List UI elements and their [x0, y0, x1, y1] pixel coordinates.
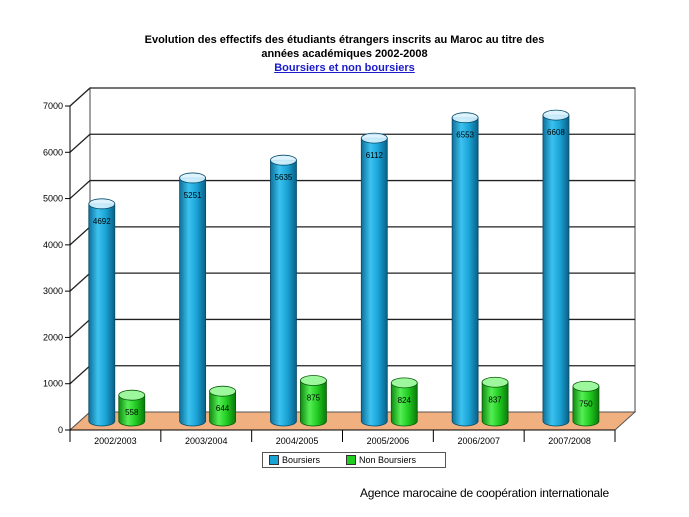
x-tick-label: 2005/2006: [367, 436, 410, 446]
bar-boursiers-3-top: [360, 132, 388, 144]
x-tick-label: 2006/2007: [457, 436, 500, 446]
legend-label-non-boursiers: Non Boursiers: [359, 455, 417, 465]
bar-non-boursiers-2: 875: [300, 375, 327, 427]
gridline: [69, 87, 635, 107]
bar-non-boursiers-4: 837: [481, 376, 509, 427]
bar-boursiers-3-data-label: 6112: [366, 151, 384, 160]
bar-boursiers-0-top: [88, 198, 116, 210]
bar-boursiers-3: 6112: [360, 132, 388, 427]
bar-boursiers-1: 5251: [179, 172, 207, 427]
bar-boursiers-5: 6608: [542, 109, 570, 427]
bar-non-boursiers-2-top: [300, 375, 327, 386]
bar-boursiers-3-body: [360, 137, 388, 427]
bar-non-boursiers-5: 750: [572, 380, 600, 427]
y-tick-label: 7000: [43, 101, 63, 111]
bar-boursiers-0-body: [88, 203, 116, 427]
bar-non-boursiers-3-top: [390, 377, 418, 389]
y-tick-label: 4000: [43, 240, 63, 250]
footer-credit: Agence marocaine de coopération internat…: [360, 486, 609, 500]
bar-boursiers-4-data-label: 6553: [456, 131, 474, 140]
chart-legend: Boursiers Non Boursiers: [262, 452, 446, 468]
bar-non-boursiers-1-body: [209, 390, 236, 427]
bar-boursiers-4-body: [451, 117, 479, 427]
x-tick-label: 2007/2008: [548, 436, 591, 446]
bar-non-boursiers-0-body: [118, 394, 146, 427]
legend-item-boursiers: Boursiers: [269, 455, 320, 465]
chart-title-line-2: années académiques 2002-2008: [261, 48, 428, 60]
bar-non-boursiers-0: 558: [118, 389, 146, 427]
chart-title-line-1: Evolution des effectifs des étudiants ét…: [144, 34, 545, 46]
bar-boursiers-2-top: [270, 154, 297, 166]
bar-boursiers-5-body: [542, 114, 570, 427]
y-tick-label: 3000: [43, 286, 63, 296]
bar-boursiers-1-top: [179, 172, 207, 184]
bar-boursiers-5-data-label: 6608: [547, 128, 565, 137]
side-wall: [69, 86, 91, 432]
x-tick-label: 2004/2005: [276, 436, 319, 446]
bar-non-boursiers-5-data-label: 750: [579, 399, 593, 408]
chart-subtitle: Boursiers et non boursiers: [274, 62, 415, 74]
bar-non-boursiers-1: 644: [209, 385, 237, 427]
y-tick-label: 6000: [43, 147, 63, 157]
bar-boursiers-4: 6553: [451, 112, 479, 427]
bar-boursiers-0: 4692: [88, 198, 116, 427]
bar-non-boursiers-2-data-label: 875: [307, 394, 321, 403]
bar-non-boursiers-4-body: [481, 381, 509, 427]
legend-swatch-boursiers: [269, 455, 279, 465]
y-tick-label: 2000: [43, 332, 63, 342]
bar-non-boursiers-0-top: [118, 389, 146, 401]
bar-boursiers-4-top: [451, 112, 479, 124]
legend-label-boursiers: Boursiers: [282, 455, 321, 465]
bar-non-boursiers-1-top: [209, 385, 237, 397]
bar-non-boursiers-2-body: [300, 380, 327, 427]
bar-boursiers-1-data-label: 5251: [184, 191, 202, 200]
bar-boursiers-1-body: [179, 177, 207, 427]
bar-boursiers-5-top: [542, 109, 570, 121]
bar-non-boursiers-5-body: [572, 385, 600, 427]
bar-non-boursiers-5-top: [572, 380, 600, 392]
y-tick-label: 1000: [43, 379, 63, 389]
bar-non-boursiers-3: 824: [390, 377, 418, 427]
y-tick-label: 5000: [43, 194, 63, 204]
x-tick-label: 2003/2004: [185, 436, 228, 446]
bar-boursiers-2: 5635: [270, 154, 297, 427]
bar-non-boursiers-0-data-label: 558: [125, 408, 139, 417]
bar-non-boursiers-3-body: [390, 382, 418, 427]
bar-boursiers-0-data-label: 4692: [93, 217, 111, 226]
bar-boursiers-2-body: [270, 159, 297, 427]
bar-non-boursiers-1-data-label: 644: [216, 404, 230, 413]
bar-non-boursiers-4-top: [481, 376, 509, 388]
x-tick-label: 2002/2003: [94, 436, 137, 446]
y-tick-label: 0: [58, 425, 63, 435]
legend-swatch-non-boursiers: [346, 455, 357, 465]
bar-non-boursiers-3-data-label: 824: [398, 396, 412, 405]
bar-non-boursiers-4-data-label: 837: [488, 395, 502, 404]
bar-boursiers-2-data-label: 5635: [275, 173, 293, 182]
legend-item-non-boursiers: Non Boursiers: [346, 455, 416, 465]
